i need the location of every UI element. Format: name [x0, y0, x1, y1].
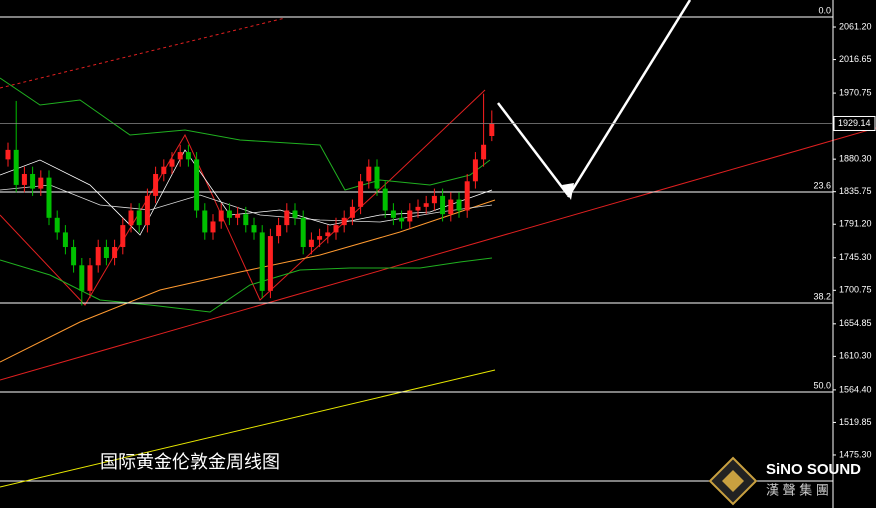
candle-body	[489, 123, 495, 137]
candle-body	[62, 232, 68, 248]
candle-body	[284, 210, 290, 226]
candle-body	[185, 152, 191, 160]
candle-body	[464, 181, 470, 211]
candle-body	[46, 177, 52, 218]
candle-body	[300, 217, 306, 248]
candle-body	[194, 159, 200, 211]
forecast-arrow	[497, 102, 569, 196]
bollinger-upper	[0, 77, 491, 191]
y-tick-label: 2016.65	[839, 54, 872, 64]
y-tick-label: 1970.75	[839, 87, 872, 97]
candle-body	[259, 232, 265, 291]
candle-body	[112, 247, 118, 258]
moving-average	[0, 369, 496, 488]
candle-body	[407, 210, 413, 222]
candle-body	[235, 214, 241, 218]
forecast-arrow	[566, 0, 692, 198]
candle-body	[267, 236, 273, 291]
logo-icon	[722, 470, 744, 492]
candle-body	[161, 166, 167, 174]
candle-body	[177, 152, 183, 160]
candle-body	[13, 149, 19, 185]
trend-line	[0, 127, 876, 381]
y-tick-label: 1745.30	[839, 252, 872, 262]
candle-body	[382, 188, 388, 211]
candle-body	[79, 265, 85, 291]
candle-body	[136, 210, 142, 226]
candle-body	[399, 217, 405, 222]
y-tick-label: 1835.75	[839, 186, 872, 196]
candle-body	[226, 210, 232, 218]
y-tick-label: 1610.30	[839, 351, 872, 361]
y-tick-label: 1791.20	[839, 219, 872, 229]
candle-body	[276, 225, 282, 237]
y-tick-label: 1654.85	[839, 318, 872, 328]
candle-body	[5, 149, 11, 160]
fib-label: 38.2	[813, 291, 831, 301]
candle-body	[243, 214, 249, 226]
y-tick-label: 1564.40	[839, 384, 872, 394]
fib-label: 23.6	[813, 180, 831, 190]
candle-body	[440, 195, 446, 215]
candle-body	[374, 166, 380, 189]
y-tick-label: 1475.30	[839, 449, 872, 459]
y-tick-label: 1880.30	[839, 154, 872, 164]
current-price-box	[833, 115, 876, 131]
candle-body	[481, 144, 487, 160]
logo-subtitle: 漢 聲 集 團	[766, 482, 829, 497]
candle-body	[54, 217, 60, 233]
candle-body	[30, 173, 36, 189]
candle-body	[325, 232, 331, 237]
y-tick-label: 1519.85	[839, 417, 872, 427]
fib-label: 50.0	[813, 380, 831, 390]
candle-body	[251, 225, 257, 233]
candle-body	[456, 199, 462, 211]
candle-body	[341, 217, 347, 226]
candle-body	[103, 247, 109, 258]
annotation: 国际黄金伦敦金周线图	[100, 452, 280, 472]
candle-body	[169, 159, 175, 167]
candle-body	[144, 195, 150, 226]
bollinger-lower	[0, 257, 493, 313]
y-tick-label: 1700.75	[839, 285, 872, 295]
candle-body	[358, 181, 364, 207]
logo-name: SiNO SOUND	[766, 461, 861, 478]
candle-body	[333, 225, 339, 233]
candle-body	[292, 210, 298, 218]
moving-average	[0, 199, 496, 363]
candle-body	[120, 225, 126, 248]
candle-body	[390, 210, 396, 218]
candle-body	[210, 221, 216, 233]
candle-body	[202, 210, 208, 233]
candle-body	[448, 199, 454, 215]
candle-body	[128, 210, 134, 226]
candle-body	[71, 247, 77, 266]
candle-body	[21, 173, 27, 185]
candle-body	[431, 195, 437, 204]
candle-body	[153, 173, 159, 196]
y-tick-label: 2061.20	[839, 21, 872, 31]
candle-body	[366, 166, 372, 182]
candle-body	[423, 203, 429, 207]
candle-body	[415, 206, 421, 211]
channel-line	[0, 17, 286, 89]
candle-body	[472, 159, 478, 182]
candle-body	[95, 247, 101, 266]
candle-body	[87, 265, 93, 291]
candle-body	[349, 206, 355, 218]
candle-body	[308, 239, 314, 248]
fib-label: 0.0	[818, 5, 831, 15]
current-price-label: 1929.14	[838, 118, 871, 128]
candle-body	[218, 210, 224, 222]
candle-body	[38, 177, 44, 189]
candle-body	[317, 236, 323, 240]
